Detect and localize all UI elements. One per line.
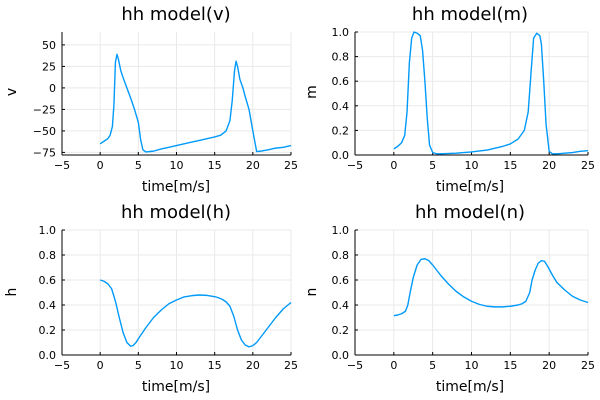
- x-axis-label: time[m/s]: [436, 179, 504, 195]
- x-tick-label: 15: [503, 359, 517, 372]
- x-tick-label: 20: [246, 159, 260, 172]
- y-tick-label: 50: [42, 39, 56, 52]
- x-tick-label: −5: [54, 359, 70, 372]
- series-line: [99, 279, 292, 348]
- y-axis-label: m: [304, 85, 320, 99]
- y-tick-label: 0.4: [39, 299, 57, 312]
- x-tick-label: 20: [542, 359, 556, 372]
- x-tick-label: 0: [390, 359, 397, 372]
- y-tick-label: −25: [33, 103, 56, 116]
- x-tick-label: 20: [246, 359, 260, 372]
- x-axis-label: time[m/s]: [436, 379, 504, 395]
- y-tick-label: 1.0: [332, 224, 350, 237]
- chart-panel-m: hh model(m) time[m/s] m −5 0 5 10 15 20 25 0.0 0…: [304, 4, 595, 195]
- series-line: [393, 31, 589, 155]
- series-line: [393, 258, 589, 317]
- chart-title: hh model(m): [412, 4, 528, 25]
- x-tick-label: 5: [429, 159, 436, 172]
- x-tick-label: 15: [503, 159, 517, 172]
- x-tick-label: 10: [465, 159, 479, 172]
- x-tick-label: 0: [97, 359, 104, 372]
- x-tick-label: 15: [208, 159, 222, 172]
- y-tick-label: 0.8: [39, 249, 57, 262]
- x-tick-label: 25: [284, 159, 298, 172]
- x-tick-label: 0: [390, 159, 397, 172]
- x-tick-label: 10: [170, 359, 184, 372]
- y-tick-label: 0.6: [332, 75, 350, 88]
- y-tick-label: 25: [42, 60, 56, 73]
- x-tick-label: −5: [54, 159, 70, 172]
- x-tick-label: 5: [429, 359, 436, 372]
- x-tick-label: 15: [208, 359, 222, 372]
- y-tick-label: 0: [49, 82, 56, 95]
- plot-area: −5 0 5 10 15 20 25 0.0 0.2 0.4 0.6 0.8 1.0: [332, 26, 596, 172]
- x-tick-label: −5: [347, 359, 363, 372]
- plot-area: −5 0 5 10 15 20 25 0.0 0.2 0.4 0.6 0.8 1.0: [332, 224, 596, 372]
- y-tick-label: 0.0: [39, 349, 57, 362]
- y-tick-label: 1.0: [332, 26, 350, 39]
- x-tick-label: 0: [97, 159, 104, 172]
- y-tick-label: 0.6: [332, 274, 350, 287]
- y-tick-label: 0.2: [332, 124, 350, 137]
- x-tick-label: 5: [135, 359, 142, 372]
- x-tick-label: 25: [581, 159, 595, 172]
- chart-panel-h: hh model(h) time[m/s] h −5 0 5 10 15 20 25 0.0 0…: [4, 202, 298, 395]
- chart-panel-n: hh model(n) time[m/s] n −5 0 5 10 15 20 25 0.0 0…: [304, 202, 595, 395]
- x-tick-label: 25: [581, 359, 595, 372]
- y-tick-label: 0.4: [332, 299, 350, 312]
- y-tick-label: 0.4: [332, 100, 350, 113]
- y-tick-label: −50: [33, 125, 56, 138]
- series-line: [99, 53, 292, 153]
- x-tick-label: 20: [542, 159, 556, 172]
- y-tick-label: 0.8: [332, 249, 350, 262]
- chart-title: hh model(v): [121, 4, 230, 25]
- y-axis-label: h: [4, 288, 20, 297]
- x-axis-label: time[m/s]: [142, 179, 210, 195]
- y-tick-label: 0.8: [332, 51, 350, 64]
- plot-area: −5 0 5 10 15 20 25 0.0 0.2 0.4 0.6 0.8 1.0: [39, 224, 299, 372]
- x-tick-label: 10: [465, 359, 479, 372]
- y-tick-label: 0.0: [332, 349, 350, 362]
- x-tick-label: −5: [347, 159, 363, 172]
- y-tick-label: −75: [33, 146, 56, 159]
- y-tick-label: 0.2: [39, 324, 57, 337]
- y-axis-label: n: [304, 288, 320, 297]
- y-tick-label: 0.0: [332, 149, 350, 162]
- chart-panel-v: hh model(v) time[m/s] v −5 0 5 10 15 20 25−75−…: [4, 4, 298, 195]
- x-tick-label: 10: [170, 159, 184, 172]
- y-tick-label: 0.6: [39, 274, 57, 287]
- x-tick-label: 25: [284, 359, 298, 372]
- chart-title: hh model(h): [121, 202, 231, 223]
- y-tick-label: 1.0: [39, 224, 57, 237]
- chart-title: hh model(n): [415, 202, 525, 223]
- x-axis-label: time[m/s]: [142, 379, 210, 395]
- y-tick-label: 0.2: [332, 324, 350, 337]
- x-tick-label: 5: [135, 159, 142, 172]
- y-axis-label: v: [4, 88, 20, 96]
